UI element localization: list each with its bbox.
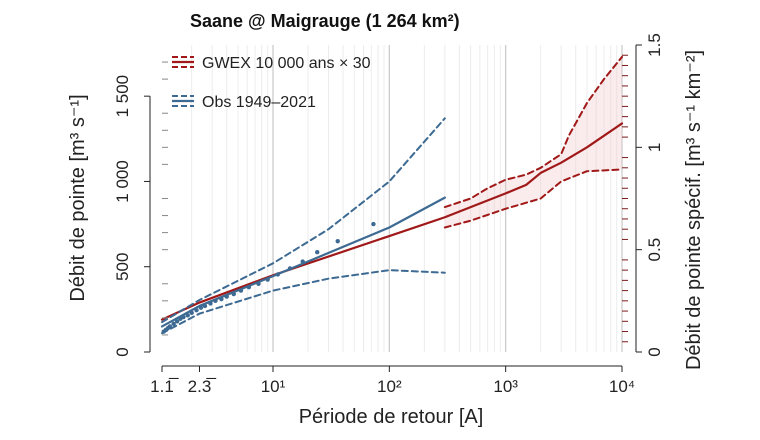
y-tick-label: 1 000 [113,160,132,203]
series-gwex-upper [443,55,623,209]
obs-point [256,281,261,286]
obs-point [202,303,208,309]
y-right-tick-label: 1.5 [645,33,664,57]
series-lines [160,55,624,335]
legend-label: GWEX 10 000 ans × 30 [202,55,371,72]
axes: 0 500 1 000 1 500 1.1̅ 2.3̅ 10¹ 10² 10³ 10⁴ 0 0.5 1 1… [113,33,664,396]
obs-point [224,294,229,299]
obs-point [238,288,244,293]
series-obs-fit [160,196,446,328]
obs-point [208,301,213,306]
obs-point [198,305,204,310]
y-right-tick-label: 1 [645,143,664,152]
obs-point [275,272,281,277]
obs-point [300,259,305,264]
obs-point [371,221,376,227]
x-tick-label: 10¹ [261,377,286,396]
obs-point [185,313,190,318]
chart-title: Saane @ Maigrauge (1 264 km²) [190,11,460,31]
obs-point [315,250,320,255]
y-tick-label: 0 [113,347,132,356]
x-tick-label: 10² [377,377,402,396]
series-obs-lower [161,269,446,335]
y-axis-title: Débit de pointe [m³ s⁻¹] [67,94,89,301]
grid-lines [191,45,623,352]
obs-point [335,238,340,244]
y-axis-right-title: Débit de pointe spécif. [m³ s⁻¹ km⁻²] [683,50,705,370]
obs-point [171,321,176,327]
series-gwex-median [160,122,624,321]
obs-points [161,221,376,334]
obs-point [287,266,293,271]
obs-point [194,308,199,313]
series-obs-upper [161,117,446,324]
x-axis-title: Période de retour [A] [299,406,484,428]
obs-point [246,284,252,290]
x-tick-label: 2.3̅ [188,377,217,396]
x-tick-label: 1.1̅ [150,377,179,396]
obs-point [213,298,218,304]
y-right-tick-label: 0.5 [645,238,664,262]
obs-point [231,291,236,297]
y-tick-label: 1 500 [113,75,132,118]
obs-point [181,314,186,320]
legend: GWEX 10 000 ans × 30 Obs 1949–2021 [172,55,371,111]
legend-label: Obs 1949–2021 [202,94,316,111]
obs-point [174,319,180,324]
obs-point [219,296,224,302]
y-right-tick-label: 0 [645,347,664,356]
series-gwex-lower [443,168,623,229]
y-tick-label: 500 [113,253,132,281]
obs-point [189,310,194,315]
obs-point [167,324,173,329]
obs-point [265,277,270,282]
x-tick-label: 10⁴ [609,377,635,396]
x-tick-label: 10³ [493,377,518,396]
